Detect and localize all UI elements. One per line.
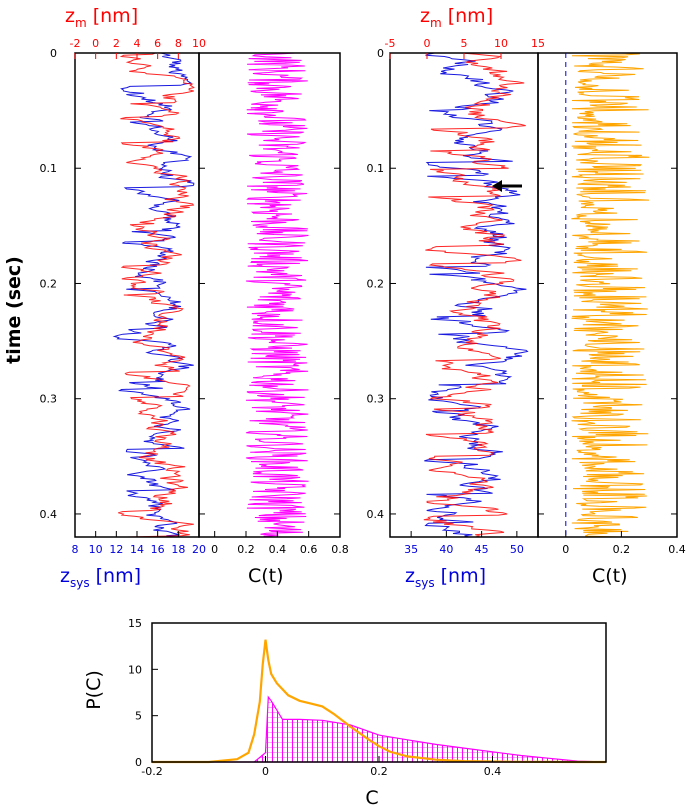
panel-b-traj-xtick-top-label: -5 — [385, 37, 396, 50]
panel-b-traj-xtick-bottom-label: 40 — [439, 543, 453, 556]
time-axis-label: time (sec) — [3, 256, 25, 364]
panel-b-corr-xtick-label: 0.2 — [613, 543, 631, 556]
panel-a-traj-xtick-top-label: 6 — [154, 37, 161, 50]
panel-b-ytick-label: 0.3 — [367, 393, 385, 406]
panel-b-ytick-label: 0.1 — [367, 162, 385, 175]
panel-b-traj-xtick-bottom-label: 35 — [404, 543, 418, 556]
distribution-xtick-label: 0 — [262, 765, 269, 778]
panel-b-ytick-label: 0.4 — [367, 508, 385, 521]
panel-a-ytick-label: 0.2 — [40, 277, 58, 290]
panel-a-corr-xtick-label: 0.6 — [300, 543, 318, 556]
panel-b-traj-xtick-top-label: 10 — [494, 37, 508, 50]
panel-a-corr-xtick-label: 0.4 — [269, 543, 287, 556]
panel-a-traj-xtick-top-label: 0 — [92, 37, 99, 50]
panel-a-corr-frame — [198, 52, 341, 538]
panel-a-traj-series-z_sys — [112, 52, 195, 538]
panel-a-ytick-label: 0.4 — [40, 508, 58, 521]
panel-a-traj-xtick-top-label: -2 — [70, 37, 81, 50]
panel-a-corr-xtick-label: 0 — [211, 543, 218, 556]
axes-layer: 8 10 12 14 16 18 20 -2 0 2 4 6 8 10 0 0.2 0.4 0.6 0.8 35 40 4… — [40, 37, 686, 778]
panel-a-traj-xtick-top-label: 4 — [134, 37, 141, 50]
c-axis-label: C — [365, 787, 378, 807]
distribution-ytick-label: 10 — [128, 663, 142, 676]
distribution-xtick-label: 0.4 — [484, 765, 502, 778]
distribution-ytick-label: 5 — [135, 710, 142, 723]
panel-a-zsys-axis-label: zsys [nm] — [60, 565, 141, 590]
panel-b-corr-series-ct — [571, 52, 650, 538]
panel-a-corr-series-ct — [245, 52, 309, 538]
panel-a-traj-xtick-bottom-label: 8 — [72, 543, 79, 556]
panel-b-traj-series-z_sys — [424, 52, 529, 538]
panel-a-corr-xtick-label: 0.2 — [237, 543, 255, 556]
distribution-xtick-label: -0.2 — [141, 765, 162, 778]
panel-b-corr-xtick-label: 0.4 — [668, 543, 686, 556]
panel-a-traj-series-z_m — [118, 52, 195, 538]
panel-a-traj-xtick-top-label: 2 — [113, 37, 120, 50]
panel-b-traj-xtick-top-label: 5 — [461, 37, 468, 50]
panel-b-zm-axis-label: zm [nm] — [420, 5, 493, 30]
panel-a-traj-xtick-bottom-label: 20 — [192, 543, 206, 556]
panel-b-corr-xtick-label: 0 — [562, 543, 569, 556]
panel-b-traj-xtick-top-label: 15 — [531, 37, 545, 50]
trace-layer — [112, 52, 650, 764]
panel-a-zm-axis-label: zm [nm] — [65, 5, 138, 30]
panel-a-traj-xtick-bottom-label: 12 — [109, 543, 123, 556]
panel-b-traj-xtick-bottom-label: 45 — [475, 543, 489, 556]
panel-a-traj-xtick-bottom-label: 14 — [130, 543, 144, 556]
panel-a-traj-xtick-top-label: 8 — [175, 37, 182, 50]
distribution-xtick-label: 0.2 — [370, 765, 388, 778]
distribution-ytick-label: 0 — [135, 756, 142, 769]
panel-a-traj-xtick-bottom-label: 10 — [89, 543, 103, 556]
panel-a-traj-xtick-bottom-label: 18 — [171, 543, 185, 556]
panel-b-traj-frame — [389, 52, 539, 538]
panel-b-ct-axis-label: C(t) — [592, 565, 628, 587]
panel-a-ytick-label: 0 — [50, 47, 57, 60]
panel-b-zsys-axis-label: zsys [nm] — [405, 565, 486, 590]
distribution-series-magenta-area — [152, 695, 607, 763]
panel-b-traj-xtick-top-label: 0 — [424, 37, 431, 50]
distribution-ytick-label: 15 — [128, 617, 142, 630]
panel-a-corr-xtick-label: 0.8 — [331, 543, 349, 556]
pc-axis-label: P(C) — [83, 670, 105, 710]
panel-b-ytick-label: 0.2 — [367, 277, 385, 290]
arrow-annotation — [492, 180, 522, 192]
panel-b-traj-series-z_m — [423, 52, 526, 538]
panel-a-traj-xtick-bottom-label: 16 — [151, 543, 165, 556]
panel-a-traj-xtick-top-label: 10 — [192, 37, 206, 50]
panel-a-ytick-label: 0.3 — [40, 393, 58, 406]
panel-b-ytick-label: 0 — [377, 47, 384, 60]
panel-a-ct-axis-label: C(t) — [248, 565, 284, 587]
panel-b-corr-frame — [537, 52, 678, 538]
panel-a-ytick-label: 0.1 — [40, 162, 58, 175]
panel-b-traj-xtick-bottom-label: 50 — [510, 543, 524, 556]
